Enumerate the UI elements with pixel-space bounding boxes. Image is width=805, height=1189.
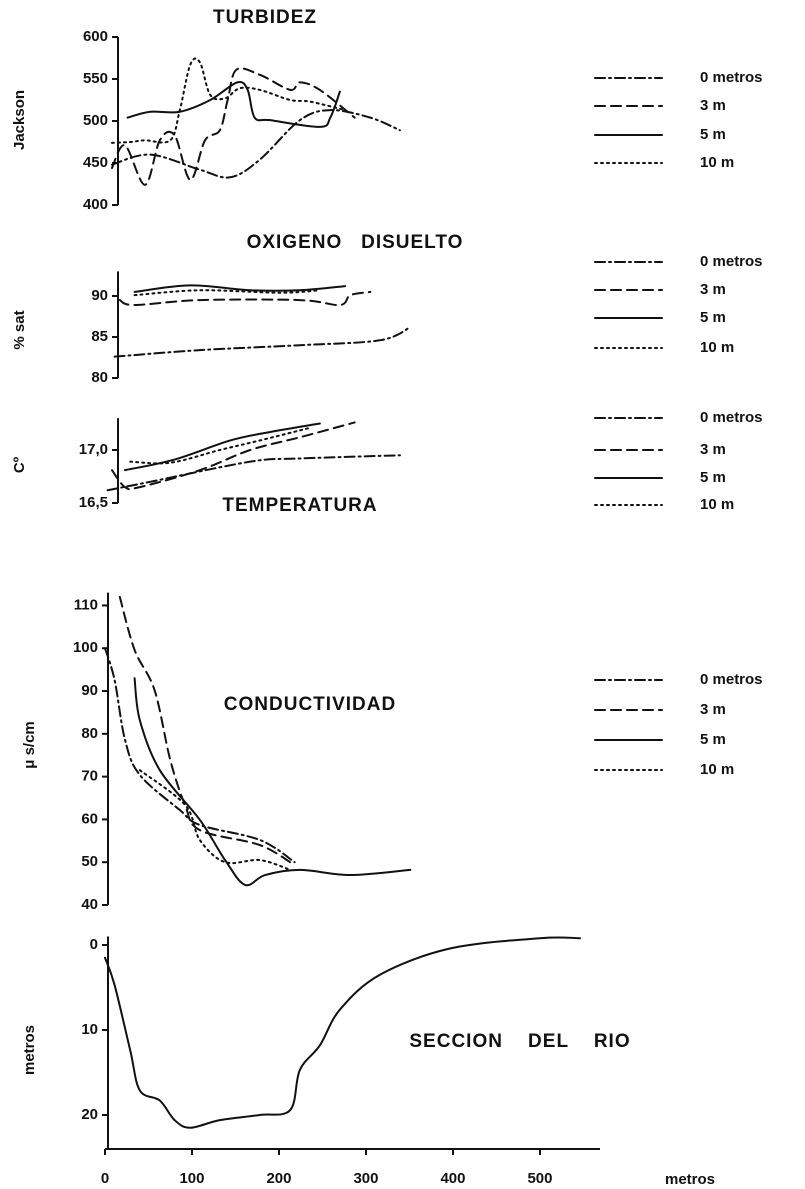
- y-tick-label: 60: [81, 810, 98, 827]
- series-line: [104, 936, 581, 1129]
- series-line: [129, 426, 312, 465]
- legend-label: 3 m: [700, 701, 726, 718]
- y-tick-label: 450: [83, 154, 108, 171]
- chart: OXIGENO DISUELTO % sat 80 85 90 0 metros 3 m 5 …: [11, 232, 763, 386]
- legend-label: 10 m: [700, 154, 734, 171]
- y-axis-label: Jackson: [11, 90, 28, 150]
- chart-title: CONDUCTIVIDAD: [224, 694, 396, 715]
- y-tick-label: 600: [83, 28, 108, 45]
- series-line: [138, 769, 292, 871]
- y-axis-label: % sat: [11, 310, 28, 349]
- x-tick-label: 500: [527, 1170, 552, 1187]
- x-tick-label: 100: [179, 1170, 204, 1187]
- y-tick-label: 500: [83, 112, 108, 129]
- y-tick-label: 110: [74, 596, 98, 613]
- legend-label: 5 m: [700, 309, 726, 326]
- legend-label: 5 m: [700, 126, 726, 143]
- series-line: [133, 677, 412, 887]
- y-tick-label: 90: [91, 287, 108, 304]
- x-axis-label: metros: [665, 1171, 715, 1188]
- x-tick-label: 200: [266, 1170, 291, 1187]
- legend-label: 3 m: [700, 97, 726, 114]
- legend-label: 0 metros: [700, 253, 763, 270]
- y-tick-label: 90: [81, 682, 98, 699]
- y-axis-label: μ s/cm: [21, 721, 38, 769]
- series-line: [118, 290, 372, 307]
- y-tick-label: 17,0: [79, 441, 108, 458]
- series-line: [104, 647, 296, 864]
- series-line: [118, 595, 296, 867]
- legend-label: 0 metros: [700, 671, 763, 688]
- series-line: [133, 289, 321, 297]
- chart-title: TURBIDEZ: [213, 7, 317, 28]
- series-line: [113, 326, 412, 358]
- chart-title: TEMPERATURA: [222, 495, 377, 516]
- y-tick-label: 40: [81, 896, 98, 913]
- x-tick-label: 0: [101, 1170, 109, 1187]
- y-tick-label: 400: [83, 196, 108, 213]
- x-tick-label: 400: [440, 1170, 465, 1187]
- legend-label: 5 m: [700, 731, 726, 748]
- series-line: [110, 67, 356, 186]
- legend-label: 10 m: [700, 339, 734, 356]
- y-axis-label: metros: [21, 1025, 38, 1075]
- legend-label: 10 m: [700, 761, 734, 778]
- y-tick-label: 80: [91, 369, 108, 386]
- series-line: [110, 57, 347, 144]
- chart-title: SECCION DEL RIO: [409, 1031, 630, 1052]
- series-line: [106, 454, 401, 492]
- y-tick-label: 85: [91, 328, 108, 345]
- series-line: [133, 284, 347, 293]
- y-tick-label: 80: [81, 725, 98, 742]
- chart: CONDUCTIVIDAD μ s/cm 40 50 60 70 80 90 100 110 0 m…: [21, 592, 763, 913]
- chart-title: OXIGENO DISUELTO: [247, 232, 464, 253]
- y-tick-label: 550: [83, 70, 108, 87]
- legend-label: 5 m: [700, 469, 726, 486]
- legend-label: 3 m: [700, 441, 726, 458]
- y-tick-label: 20: [81, 1106, 98, 1123]
- y-axis-label: Cº: [11, 456, 28, 473]
- legend-label: 0 metros: [700, 409, 763, 426]
- y-tick-label: 16,5: [79, 494, 108, 511]
- legend-label: 3 m: [700, 281, 726, 298]
- y-tick-label: 0: [90, 936, 98, 953]
- series-line: [110, 109, 401, 179]
- y-tick-label: 10: [81, 1021, 98, 1038]
- series-line: [126, 80, 341, 128]
- series-line: [124, 422, 321, 472]
- x-tick-label: 300: [353, 1170, 378, 1187]
- chart: TURBIDEZ Jackson 400 450 500 550 600 0 metros 3 …: [11, 7, 763, 213]
- legend-label: 10 m: [700, 496, 734, 513]
- y-tick-label: 100: [73, 639, 98, 656]
- legend-label: 0 metros: [700, 69, 763, 86]
- series-line: [110, 421, 356, 491]
- chart: TEMPERATURA Cº 16,5 17,0 0 metros 3 m 5 m 10 m: [11, 409, 763, 516]
- y-tick-label: 70: [81, 768, 98, 785]
- y-tick-label: 50: [81, 853, 98, 870]
